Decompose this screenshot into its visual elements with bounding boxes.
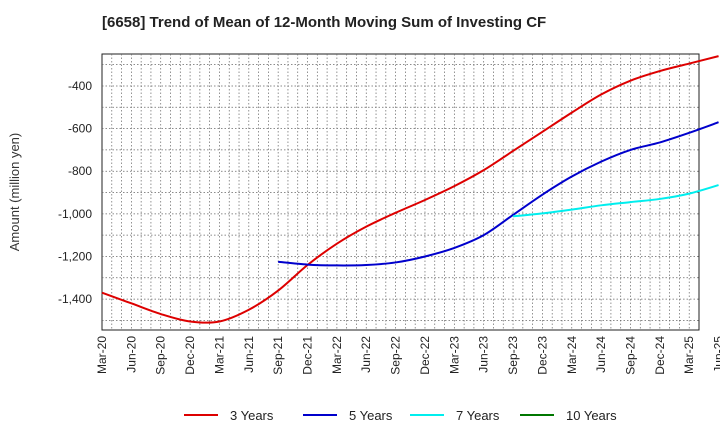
x-tick-label: Jun-20 — [124, 336, 138, 373]
plot-frame — [101, 53, 700, 331]
x-tick-label: Mar-24 — [565, 336, 579, 374]
x-tick-layer: Mar-20 Jun-20 Sep-20 Dec-20 Mar-21 Jun-21 Sep-… — [95, 336, 720, 375]
legend-swatch — [520, 414, 554, 416]
legend-label: 3 Years — [230, 407, 274, 423]
legend-item-7-years: 7 Years — [410, 404, 499, 426]
x-tick-label: Jun-25 — [712, 336, 720, 373]
y-tick-label: -1,000 — [58, 207, 92, 221]
x-tick-label: Sep-24 — [623, 336, 637, 375]
x-tick-label: Mar-23 — [447, 336, 461, 374]
x-tick-label: Mar-21 — [212, 336, 226, 374]
x-tick-label: Jun-24 — [594, 336, 608, 373]
y-tick-label: -1,200 — [58, 249, 92, 263]
grid-layer — [102, 54, 699, 330]
legend-item-3-years: 3 Years — [184, 404, 273, 426]
series-line-5-years — [278, 121, 719, 267]
y-tick-layer: -1,400 -1,200 -1,000 -800 -600 -400 — [58, 79, 92, 306]
y-tick-label: -800 — [68, 164, 92, 178]
y-tick-label: -1,400 — [58, 292, 92, 306]
x-tick-label: Jun-21 — [242, 336, 256, 373]
legend-item-10-years: 10 Years — [520, 404, 617, 426]
legend: 3 Years 5 Years 7 Years 10 Years — [0, 404, 720, 426]
x-tick-label: Dec-23 — [535, 336, 549, 375]
x-tick-label: Sep-21 — [271, 336, 285, 375]
series-layer — [101, 55, 719, 324]
x-tick-label: Mar-25 — [682, 336, 696, 374]
x-tick-label: Dec-21 — [301, 336, 315, 375]
x-tick-label: Dec-24 — [653, 336, 667, 375]
legend-label: 10 Years — [566, 407, 617, 423]
x-tick-label: Mar-20 — [95, 336, 109, 374]
y-tick-label: -400 — [68, 79, 92, 93]
y-axis-label: Amount (million yen) — [7, 133, 22, 252]
x-tick-label: Sep-23 — [506, 336, 520, 375]
y-tick-label: -600 — [68, 122, 92, 136]
series-line-7-years — [512, 184, 719, 218]
x-tick-label: Jun-23 — [477, 336, 491, 373]
chart-title: [6658] Trend of Mean of 12-Month Moving … — [102, 14, 547, 31]
legend-swatch — [410, 414, 444, 416]
legend-swatch — [184, 414, 218, 416]
legend-label: 5 Years — [349, 407, 393, 423]
x-tick-label: Dec-20 — [183, 336, 197, 375]
chart-svg: -1,400 -1,200 -1,000 -800 -600 -400 Mar-20 Jun… — [7, 53, 720, 375]
legend-label: 7 Years — [456, 407, 500, 423]
x-tick-label: Sep-22 — [389, 336, 403, 375]
x-tick-label: Sep-20 — [154, 336, 168, 375]
legend-swatch — [303, 414, 337, 416]
x-tick-label: Jun-22 — [359, 336, 373, 373]
x-tick-label: Mar-22 — [330, 336, 344, 374]
x-tick-label: Dec-22 — [418, 336, 432, 375]
series-line-3-years — [101, 55, 719, 324]
legend-item-5-years: 5 Years — [303, 404, 392, 426]
